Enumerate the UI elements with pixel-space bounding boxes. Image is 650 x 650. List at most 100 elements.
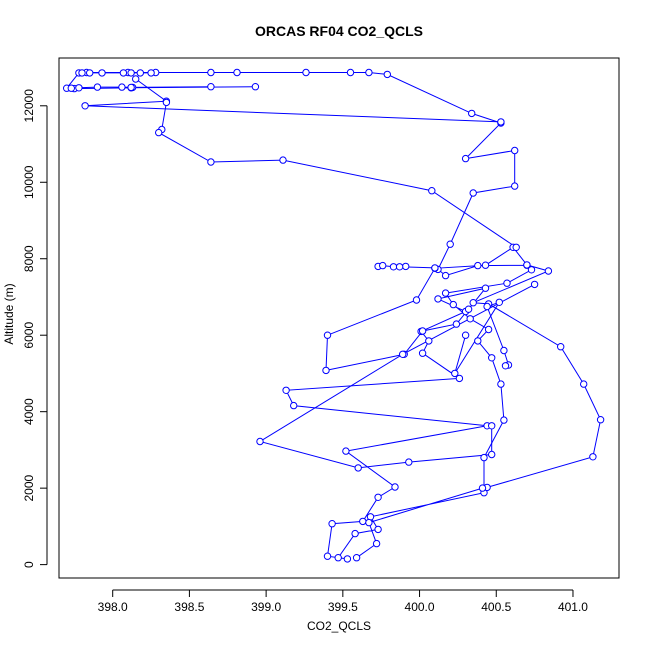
x-axis-label: CO2_QCLS [307, 619, 371, 633]
data-point [359, 517, 367, 526]
data-point [98, 69, 106, 77]
data-point [279, 156, 287, 164]
data-point [391, 483, 399, 491]
data-point [446, 240, 454, 248]
data-point [501, 362, 510, 370]
data-point [405, 458, 413, 466]
data-point [478, 484, 487, 492]
y-tick-label: 6000 [22, 322, 36, 349]
data-point [488, 422, 496, 430]
data-point [580, 380, 588, 388]
data-point [372, 539, 381, 548]
x-tick-label: 401.0 [558, 600, 588, 614]
data-point [374, 493, 382, 501]
data-point [343, 555, 352, 563]
data-point [136, 69, 145, 77]
plot-frame [58, 57, 620, 579]
data-point [464, 305, 473, 313]
data-point [365, 518, 373, 527]
data-point [207, 83, 215, 91]
data-point [346, 68, 355, 77]
data-point [379, 261, 387, 270]
data-point [418, 349, 427, 357]
data-point [425, 337, 433, 345]
data-point [383, 70, 391, 79]
data-point [256, 437, 264, 446]
data-point [469, 299, 477, 307]
data-point [374, 525, 382, 534]
data-point [354, 464, 362, 472]
x-tick-label: 399.5 [328, 600, 358, 614]
data-point [233, 68, 241, 77]
data-point [527, 266, 536, 274]
plot-area: 398.0 398.5 399.0 399.5 400.0 400.5 401.0 0 2000… [22, 57, 620, 614]
data-point [402, 262, 410, 271]
data-point [328, 520, 336, 528]
data-point [127, 69, 135, 77]
data-point [461, 331, 470, 339]
y-tick-label: 4000 [22, 398, 36, 425]
data-point [428, 187, 436, 195]
data-point [86, 69, 94, 77]
data-point [81, 102, 89, 110]
chart-title: ORCAS RF04 CO2_QCLS [255, 23, 423, 39]
data-point [449, 300, 457, 309]
data-point [67, 84, 76, 92]
data-point [483, 302, 491, 311]
x-tick-label: 398.0 [98, 600, 128, 614]
data-point [503, 279, 511, 287]
y-tick-label: 10000 [22, 165, 36, 199]
data-point [334, 554, 342, 562]
data-point [488, 354, 496, 362]
y-tick-label: 0 [22, 561, 36, 568]
y-tick-label: 8000 [22, 245, 36, 272]
data-point [544, 267, 553, 275]
data-point [322, 366, 330, 375]
data-point [118, 83, 126, 91]
x-tick-label: 398.5 [174, 600, 204, 614]
data-point [461, 154, 470, 163]
data-point [468, 109, 476, 118]
data-point [323, 331, 332, 339]
data-point [511, 182, 519, 190]
data-point [441, 289, 450, 297]
data-point [452, 320, 461, 328]
data-point [93, 83, 102, 91]
data-point [431, 264, 439, 272]
data-point [495, 298, 503, 306]
y-axis-label: Altitude (m) [2, 283, 16, 344]
series-line [85, 78, 501, 123]
data-point [500, 416, 508, 424]
data-point [365, 68, 373, 77]
data-point [451, 369, 459, 378]
data-point [418, 327, 427, 335]
data-point [474, 261, 482, 270]
y-tick-label: 2000 [22, 474, 36, 501]
data-point [497, 118, 505, 126]
data-point [441, 271, 450, 280]
data-point [466, 315, 474, 323]
data-point [557, 343, 565, 351]
data-point [512, 243, 520, 252]
data-point [523, 261, 531, 269]
data-point [155, 128, 163, 137]
data-point [500, 346, 508, 355]
data-point [119, 69, 128, 77]
x-tick-label: 400.5 [481, 600, 511, 614]
data-point [596, 416, 605, 424]
data-point [389, 263, 398, 271]
data-point [481, 284, 490, 292]
data-point [162, 98, 171, 107]
data-point [455, 374, 464, 383]
x-tick-label: 400.0 [405, 600, 435, 614]
data-point [412, 296, 421, 304]
data-point [207, 158, 215, 166]
data-point [323, 552, 332, 560]
data-point [282, 386, 290, 394]
data-point [589, 453, 597, 461]
data-point [352, 554, 361, 562]
data-point [484, 325, 493, 334]
data-point [399, 350, 407, 358]
data-point [207, 68, 215, 77]
